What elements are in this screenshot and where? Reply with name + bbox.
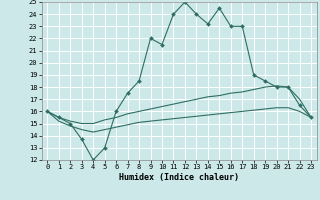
X-axis label: Humidex (Indice chaleur): Humidex (Indice chaleur) (119, 173, 239, 182)
